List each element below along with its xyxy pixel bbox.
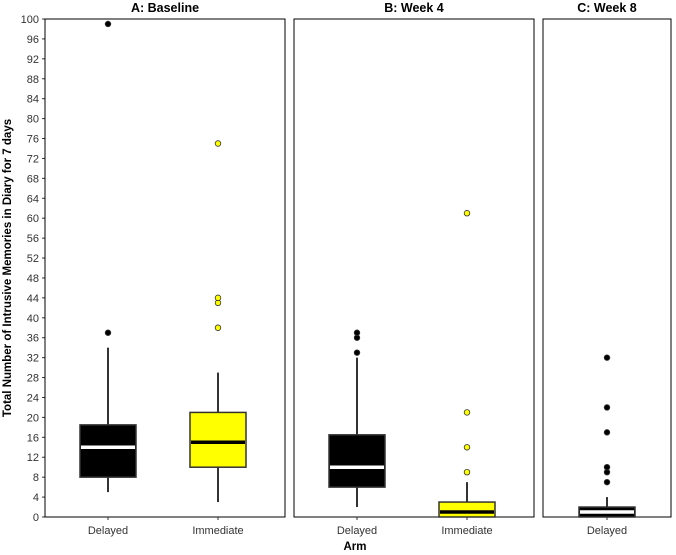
outlier-point bbox=[104, 329, 112, 336]
y-tick-label: 96 bbox=[27, 34, 39, 46]
y-tick-label: 8 bbox=[33, 472, 39, 484]
x-tick-label: Delayed bbox=[88, 525, 128, 537]
y-tick-label: 44 bbox=[27, 293, 39, 305]
y-tick-label: 56 bbox=[27, 233, 39, 245]
y-tick-label: 72 bbox=[27, 153, 39, 165]
box-delayed: Delayed bbox=[328, 329, 386, 537]
outlier-point bbox=[463, 468, 471, 476]
y-tick-label: 48 bbox=[27, 273, 39, 285]
outlier-point bbox=[353, 329, 361, 336]
y-tick-label: 20 bbox=[27, 412, 39, 424]
outlier-point bbox=[463, 444, 471, 451]
y-tick-label: 12 bbox=[27, 452, 39, 464]
y-axis: 0481216202428323640444852566064687276808… bbox=[21, 14, 45, 524]
outlier-point bbox=[214, 324, 222, 331]
outlier-point bbox=[603, 478, 611, 486]
box-iqr bbox=[328, 434, 386, 488]
y-tick-label: 28 bbox=[27, 373, 39, 385]
plot-layer: 0481216202428323640444852566064687276808… bbox=[21, 1, 672, 537]
y-axis-title: Total Number of Intrusive Memories in Di… bbox=[2, 119, 14, 417]
x-tick-label: Delayed bbox=[337, 525, 377, 537]
panel-frame bbox=[542, 18, 672, 518]
outlier-point bbox=[463, 210, 471, 217]
y-tick-label: 0 bbox=[33, 512, 39, 524]
outlier-point bbox=[463, 409, 471, 416]
y-tick-label: 64 bbox=[27, 193, 39, 205]
x-tick-label: Immediate bbox=[441, 525, 492, 537]
y-tick-label: 88 bbox=[27, 74, 39, 86]
box-delayed: Delayed bbox=[79, 20, 137, 537]
x-tick-label: Delayed bbox=[587, 525, 627, 537]
y-tick-label: 84 bbox=[27, 94, 39, 106]
y-tick-label: 32 bbox=[27, 353, 39, 365]
outlier-point bbox=[603, 404, 611, 411]
y-tick-label: 52 bbox=[27, 253, 39, 265]
box-immediate: Immediate bbox=[438, 210, 496, 537]
panel-1: A: Baseline Delayed Immediate bbox=[44, 1, 286, 537]
panel-frame bbox=[293, 18, 535, 518]
y-tick-label: 24 bbox=[27, 392, 39, 404]
y-tick-label: 80 bbox=[27, 114, 39, 126]
y-tick-label: 68 bbox=[27, 173, 39, 185]
panel-title: A: Baseline bbox=[131, 1, 199, 15]
box-iqr bbox=[79, 424, 137, 478]
y-tick-label: 60 bbox=[27, 213, 39, 225]
outlier-point bbox=[104, 20, 112, 28]
panel-3: C: Week 8 Delayed bbox=[542, 1, 672, 537]
y-tick-label: 40 bbox=[27, 313, 39, 325]
y-tick-label: 100 bbox=[21, 14, 39, 26]
x-axis-title: Arm bbox=[343, 541, 366, 553]
x-tick-label: Immediate bbox=[192, 525, 243, 537]
outlier-point bbox=[214, 140, 222, 147]
outlier-point bbox=[603, 464, 611, 471]
y-tick-label: 16 bbox=[27, 432, 39, 444]
y-tick-label: 76 bbox=[27, 134, 39, 146]
box-iqr bbox=[438, 501, 496, 518]
panel-2: B: Week 4 Delayed Immediate bbox=[293, 1, 535, 537]
box-delayed: Delayed bbox=[578, 354, 636, 537]
y-tick-label: 92 bbox=[27, 54, 39, 66]
box-iqr bbox=[189, 411, 247, 468]
panel-title: C: Week 8 bbox=[577, 1, 637, 15]
outlier-point bbox=[603, 354, 611, 361]
box-immediate: Immediate bbox=[189, 140, 247, 537]
outlier-point bbox=[214, 294, 222, 302]
panel-title: B: Week 4 bbox=[384, 1, 444, 15]
outlier-point bbox=[353, 349, 361, 356]
outlier-point bbox=[603, 429, 611, 436]
y-tick-label: 36 bbox=[27, 333, 39, 345]
y-tick-label: 4 bbox=[33, 492, 39, 504]
